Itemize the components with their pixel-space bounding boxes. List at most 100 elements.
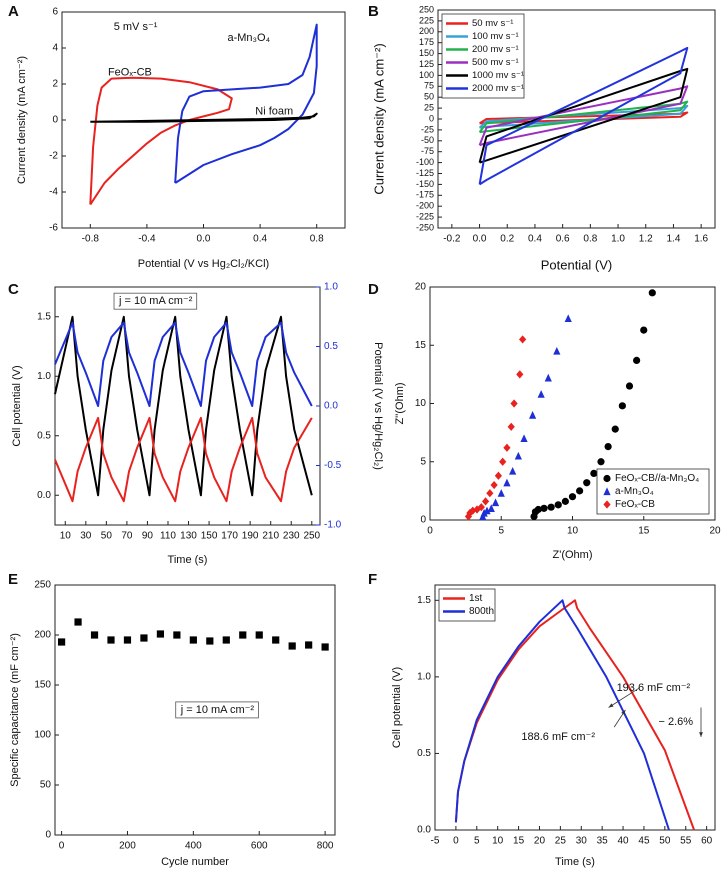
series-label: FeOₓ-CB (108, 66, 152, 78)
legend-swatch (603, 487, 611, 496)
point (222, 636, 230, 644)
annotation: j = 10 mA cm⁻² (118, 295, 193, 307)
series-line (54, 321, 313, 407)
point (648, 289, 656, 297)
y-axis-label: Z''(Ohm) (394, 382, 406, 424)
legend-swatch (603, 474, 611, 483)
point (272, 636, 280, 644)
point (640, 326, 648, 334)
legend-label: 50 mv s⁻¹ (472, 18, 513, 29)
y2-tick-label: 0.0 (324, 401, 338, 412)
y-tick-label: -4 (49, 187, 58, 198)
x-axis-label: Time (s) (168, 554, 208, 566)
point (503, 443, 511, 452)
arrow (608, 687, 640, 708)
series-line (54, 416, 313, 503)
y-tick-label: 50 (424, 92, 434, 102)
point (553, 346, 561, 355)
point (514, 451, 522, 460)
point (305, 641, 313, 649)
y-tick-label: 0.5 (37, 430, 51, 441)
x-tick-label: 0.0 (197, 234, 211, 245)
x-tick-label: 15 (513, 836, 525, 847)
point (611, 425, 619, 433)
annotation: j = 10 mA cm⁻² (180, 704, 255, 716)
series-line (54, 315, 313, 497)
annotation-box (113, 292, 198, 310)
plot-frame (434, 584, 716, 831)
y-tick-label: 200 (419, 26, 434, 36)
x-tick-label: 0 (453, 836, 459, 847)
x-tick-label: 210 (262, 531, 279, 542)
y-tick-label: 75 (424, 81, 434, 91)
y-tick-label: 0 (420, 515, 426, 526)
point (57, 638, 66, 646)
point (486, 489, 494, 498)
point (464, 512, 473, 521)
y-tick-label: -50 (421, 135, 434, 145)
x-tick-label: 0.2 (500, 234, 514, 245)
point (604, 443, 612, 451)
y-tick-label: -175 (416, 190, 434, 200)
point (239, 631, 247, 639)
annotation: − 2.6% (659, 716, 694, 728)
x-tick-label: 600 (251, 841, 268, 852)
x-tick-label: 130 (180, 531, 197, 542)
point (564, 314, 572, 323)
x-tick-label: 110 (160, 531, 176, 542)
y-tick-label: 0.0 (37, 490, 51, 501)
panel-label: C (8, 281, 19, 298)
x-axis-label: Potential (V) (541, 257, 613, 272)
y-axis-label: Current density (mA cm⁻²) (371, 43, 386, 194)
panel-label: D (368, 281, 379, 298)
y2-tick-label: -0.5 (324, 460, 342, 471)
point (481, 497, 490, 506)
x-tick-label: 230 (283, 531, 300, 542)
x-tick-label: 40 (617, 836, 629, 847)
legend-label: 800th (469, 606, 494, 617)
x-tick-label: 170 (221, 531, 238, 542)
x-tick-label: 50 (101, 531, 113, 542)
legend-label: 1000 mv s⁻¹ (472, 70, 524, 81)
y-tick-label: 10 (415, 398, 427, 409)
y-tick-label: -6 (49, 223, 58, 234)
y-tick-label: -150 (416, 179, 434, 189)
x-tick-label: 0.0 (473, 234, 487, 245)
x-axis-label: Z'(Ohm) (553, 549, 593, 561)
x-tick-label: 0.4 (253, 234, 267, 245)
point (576, 487, 584, 495)
y-tick-label: 1.0 (417, 672, 431, 683)
x-tick-label: 5 (474, 836, 480, 847)
point (520, 434, 528, 443)
annotation: 188.6 mF cm⁻² (521, 731, 595, 743)
legend-swatch (603, 500, 611, 509)
point (494, 471, 502, 480)
y-tick-label: 100 (34, 730, 51, 741)
y-tick-label: 1.0 (37, 371, 51, 382)
x-tick-label: 10 (492, 836, 504, 847)
point (544, 373, 552, 382)
x-tick-label: 0 (59, 841, 65, 852)
point (497, 489, 505, 497)
x-tick-label: 25 (555, 836, 567, 847)
point (568, 493, 577, 501)
y-tick-label: 150 (419, 48, 434, 58)
x-tick-label: -0.8 (82, 234, 100, 245)
point (491, 498, 500, 507)
point (90, 631, 99, 639)
point (74, 618, 82, 626)
x-tick-label: 190 (242, 531, 259, 542)
point (503, 478, 511, 487)
x-tick-label: 10 (60, 531, 72, 542)
series-line (478, 46, 689, 186)
y-tick-label: 15 (415, 340, 427, 351)
y2-tick-label: 1.0 (324, 282, 338, 293)
x-tick-label: 250 (303, 531, 320, 542)
panel-label: A (8, 3, 19, 20)
arrow-head (621, 709, 626, 715)
point (156, 630, 165, 638)
point (321, 643, 329, 651)
x-tick-label: 400 (185, 841, 202, 852)
point (590, 469, 598, 477)
